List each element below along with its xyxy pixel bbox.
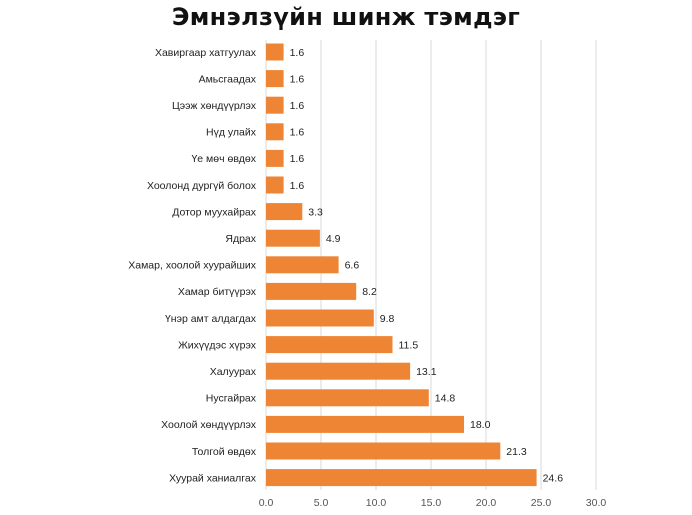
category-label: Ядрах [225,233,256,245]
value-label: 4.9 [326,233,341,245]
x-tick-label: 25.0 [531,497,552,509]
value-label: 9.8 [380,313,395,325]
bar [266,70,284,88]
x-tick-label: 0.0 [259,497,274,509]
x-tick-label: 5.0 [314,497,329,509]
value-label: 18.0 [470,419,491,431]
bar [266,469,537,487]
value-label: 13.1 [416,366,437,378]
category-label: Жихүүдэс хүрэх [178,339,257,351]
bar [266,442,501,460]
category-labels: Хавиргаар хатгуулах Амьсгаадах Цээж хөндүү… [128,47,256,485]
category-label: Цээж хөндүүрлэх [172,100,257,112]
category-label: Нусгайрах [206,393,257,405]
category-label: Дотор муухайрах [172,206,256,218]
value-label: 1.6 [290,47,305,59]
value-label: 1.6 [290,100,305,112]
bar [266,43,284,61]
bar [266,96,284,114]
category-label: Толгой өвдөх [192,446,257,458]
category-label: Хуурай ханиалгах [169,472,257,484]
bar [266,149,284,167]
value-labels: 1.6 1.6 1.6 1.6 1.6 1.6 3.3 4.9 6.6 8.2 9.8 11.5 13.… [290,47,564,485]
category-label: Халуурах [210,366,257,378]
bar [266,362,411,380]
bar [266,203,303,221]
value-label: 8.2 [362,286,377,298]
category-label: Амьсгаадах [199,73,257,85]
bar [266,123,284,141]
chart-title: Эмнэлзүйн шинж тэмдэг [171,3,521,31]
x-tick-label: 30.0 [586,497,607,509]
category-label: Хоолой хөндүүрлэх [161,419,257,431]
value-label: 3.3 [308,206,323,218]
category-label: Хамар, хоолой хуурайших [128,260,256,272]
value-label: 1.6 [290,73,305,85]
category-label: Нүд улайх [206,127,257,139]
x-tick-label: 15.0 [421,497,442,509]
bar [266,415,464,433]
bar [266,336,393,354]
x-tick-label: 20.0 [476,497,497,509]
category-label: Хавиргаар хатгуулах [155,47,257,59]
value-label: 24.6 [543,472,564,484]
x-axis-ticks: 0.0 5.0 10.0 15.0 20.0 25.0 30.0 [259,497,607,509]
bar [266,309,374,327]
bar [266,282,357,300]
category-label: Хамар битүүрэх [178,286,257,298]
value-label: 1.6 [290,153,305,165]
bars [266,43,537,487]
x-tick-label: 10.0 [366,497,387,509]
bar [266,256,339,274]
value-label: 1.6 [290,127,305,139]
category-label: Хоолонд дургүй болох [147,180,257,192]
value-label: 14.8 [435,393,456,405]
value-label: 1.6 [290,180,305,192]
value-label: 6.6 [345,260,360,272]
category-label: Үнэр амт алдагдах [165,313,257,325]
bar [266,389,429,407]
category-label: Үе мөч өвдөх [191,153,256,165]
value-label: 21.3 [506,446,527,458]
bar [266,176,284,194]
bar [266,229,320,247]
value-label: 11.5 [399,339,419,351]
